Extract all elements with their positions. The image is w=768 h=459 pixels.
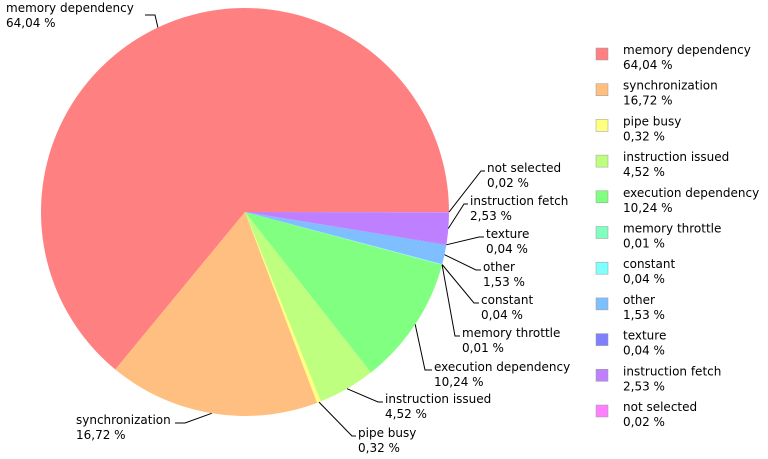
legend-swatch-instruction-fetch (595, 369, 609, 382)
legend-label-texture: texture (623, 329, 666, 343)
legend-swatch-constant (595, 261, 609, 275)
pie-slice-texture (245, 212, 447, 246)
callout-line-instruction-issued (346, 388, 383, 403)
pie-slice-constant (245, 212, 443, 265)
slice-value-instruction-fetch: 2,53 % (470, 209, 512, 223)
slice-label-other: other (483, 260, 515, 274)
slice-value-not-selected: 0,02 % (487, 176, 529, 190)
callout-line-constant (441, 264, 479, 304)
legend-swatch-execution-dependency (595, 190, 609, 204)
pie-slices (41, 7, 450, 416)
legend-value-instruction-issued: 4,52 % (623, 165, 665, 179)
legend-label-other: other (623, 293, 655, 307)
legend-swatch-not-selected (595, 404, 609, 418)
callout-line-synchronization (175, 412, 212, 424)
slice-label-instruction-issued: instruction issued (385, 392, 491, 406)
pie-slice-execution-dependency (245, 212, 443, 373)
pie-slice-memory-dependency (41, 7, 449, 370)
slice-label-not-selected: not selected (487, 161, 561, 175)
legend-value-synchronization: 16,72 % (623, 94, 673, 108)
legend-label-instruction-issued: instruction issued (623, 150, 729, 164)
legend-swatch-synchronization (595, 83, 609, 96)
legend-label-constant: constant (623, 257, 675, 271)
legend-label-memory-throttle: memory throttle (623, 222, 721, 236)
legend-value-pipe-busy: 0,32 % (623, 129, 665, 143)
legend-label-memory-dependency: memory dependency (623, 43, 751, 57)
callout-line-memory-dependency (145, 14, 159, 28)
callout-line-execution-dependency (414, 324, 432, 371)
callout-line-other (444, 254, 481, 271)
slice-label-pipe-busy: pipe busy (358, 426, 416, 440)
slice-label-memory-throttle: memory throttle (462, 326, 560, 340)
callout-line-pipe-busy (318, 401, 356, 437)
slice-value-memory-dependency: 64,04 % (6, 16, 56, 30)
legend-value-other: 1,53 % (623, 308, 665, 322)
slice-label-texture: texture (486, 227, 529, 241)
slice-value-execution-dependency: 10,24 % (434, 375, 484, 389)
slice-value-constant: 0,04 % (481, 308, 523, 322)
slice-label-instruction-fetch: instruction fetch (470, 194, 568, 208)
callout-line-instruction-fetch (447, 203, 468, 229)
slice-label-memory-dependency: memory dependency (6, 1, 134, 15)
legend-label-not-selected: not selected (623, 400, 697, 414)
legend-label-pipe-busy: pipe busy (623, 114, 681, 128)
legend-value-instruction-fetch: 2,53 % (623, 379, 665, 393)
slice-value-memory-throttle: 0,01 % (462, 341, 504, 355)
slice-value-instruction-issued: 4,52 % (385, 407, 427, 421)
legend-value-texture: 0,04 % (623, 344, 665, 358)
callout-line-memory-throttle (441, 264, 460, 337)
slice-value-synchronization: 16,72 % (76, 428, 126, 442)
legend-swatch-other (595, 297, 609, 311)
slice-label-synchronization: synchronization (76, 413, 171, 427)
slice-value-other: 1,53 % (483, 275, 525, 289)
slice-value-pipe-busy: 0,32 % (358, 441, 400, 455)
legend-swatch-texture (595, 333, 609, 346)
legend-value-memory-throttle: 0,01 % (623, 237, 665, 251)
legend-value-execution-dependency: 10,24 % (623, 201, 673, 215)
slice-label-constant: constant (481, 293, 533, 307)
pie-slice-pipe-busy (245, 212, 321, 403)
legend-value-memory-dependency: 64,04 % (623, 58, 673, 72)
pie-slice-instruction-issued (245, 212, 371, 402)
legend-swatch-pipe-busy (595, 119, 609, 132)
legend-swatch-memory-dependency (595, 47, 609, 61)
pie-slice-other (245, 212, 447, 265)
legend-label-execution-dependency: execution dependency (623, 186, 759, 200)
legend-label-instruction-fetch: instruction fetch (623, 364, 721, 378)
slice-label-execution-dependency: execution dependency (434, 360, 570, 374)
pie-slice-memory-throttle (245, 212, 443, 265)
callout-line-not-selected (448, 170, 485, 213)
legend-label-synchronization: synchronization (623, 79, 718, 93)
pie-slice-synchronization (115, 212, 318, 416)
legend-value-not-selected: 0,02 % (623, 415, 665, 429)
callout-line-texture (446, 236, 484, 246)
legend-swatch-memory-throttle (595, 226, 609, 239)
legend-value-constant: 0,04 % (623, 272, 665, 286)
legend-swatch-instruction-issued (595, 154, 609, 168)
slice-value-texture: 0,04 % (486, 242, 528, 256)
pie-slice-instruction-fetch (245, 212, 449, 245)
